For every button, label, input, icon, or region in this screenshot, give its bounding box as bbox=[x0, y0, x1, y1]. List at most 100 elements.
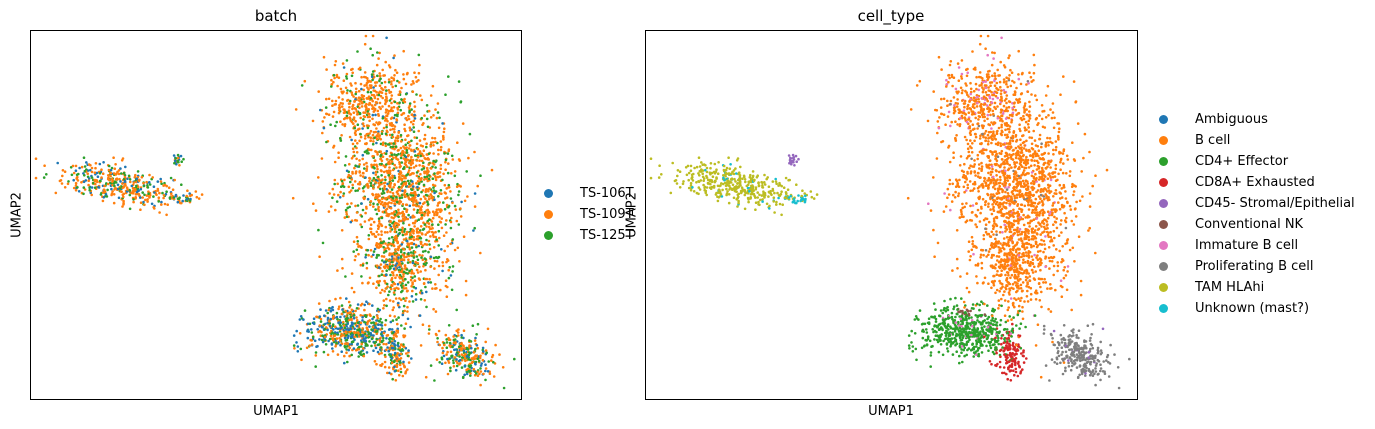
scatter-point bbox=[427, 195, 431, 198]
scatter-point bbox=[420, 213, 424, 217]
scatter-point bbox=[420, 291, 424, 295]
scatter-point bbox=[369, 230, 373, 234]
scatter-point bbox=[439, 167, 443, 171]
scatter-point bbox=[331, 104, 334, 107]
scatter-point bbox=[362, 190, 365, 193]
scatter-point bbox=[385, 108, 389, 112]
scatter-point bbox=[405, 118, 409, 122]
scatter-point bbox=[405, 230, 409, 234]
scatter-point bbox=[984, 230, 988, 234]
scatter-point bbox=[361, 122, 365, 125]
scatter-point bbox=[437, 126, 441, 130]
scatter-point bbox=[348, 99, 352, 103]
scatter-point bbox=[363, 137, 367, 140]
scatter-point bbox=[815, 193, 819, 196]
scatter-point bbox=[371, 337, 374, 340]
scatter-point bbox=[369, 96, 373, 100]
scatter-point bbox=[457, 80, 461, 83]
scatter-point bbox=[404, 129, 407, 133]
scatter-point bbox=[128, 207, 132, 211]
scatter-point bbox=[413, 275, 417, 278]
scatter-point bbox=[453, 174, 457, 178]
scatter-point bbox=[394, 264, 397, 267]
scatter-point bbox=[444, 197, 447, 200]
scatter-point bbox=[438, 343, 442, 347]
scatter-point bbox=[329, 309, 333, 313]
scatter-point bbox=[336, 269, 339, 272]
scatter-point bbox=[385, 207, 389, 211]
scatter-point bbox=[342, 324, 346, 327]
scatter-point bbox=[379, 74, 382, 78]
scatter-point bbox=[417, 129, 421, 133]
scatter-point bbox=[386, 112, 390, 115]
scatter-point bbox=[682, 180, 685, 183]
scatter-point bbox=[377, 112, 380, 116]
scatter-point bbox=[408, 204, 412, 208]
scatter-point bbox=[472, 367, 476, 371]
scatter-point bbox=[482, 372, 485, 376]
scatter-point bbox=[1019, 287, 1023, 290]
scatter-point bbox=[443, 183, 447, 187]
scatter-point bbox=[407, 140, 411, 144]
scatter-point bbox=[414, 298, 418, 301]
scatter-point bbox=[393, 147, 396, 151]
scatter-point bbox=[1042, 222, 1046, 225]
scatter-point bbox=[754, 196, 757, 199]
scatter-point bbox=[82, 180, 86, 184]
scatter-point bbox=[392, 142, 396, 145]
scatter-point bbox=[1032, 53, 1036, 57]
scatter-point bbox=[348, 330, 351, 334]
scatter-point bbox=[436, 340, 439, 344]
scatter-point bbox=[955, 350, 958, 354]
scatter-point bbox=[381, 96, 385, 100]
scatter-point bbox=[428, 243, 431, 246]
scatter-point bbox=[410, 295, 414, 298]
scatter-point bbox=[372, 232, 376, 236]
scatter-point bbox=[365, 300, 368, 304]
scatter-point bbox=[408, 269, 411, 273]
scatter-point bbox=[400, 186, 403, 189]
scatter-point bbox=[344, 309, 348, 313]
scatter-point bbox=[436, 337, 439, 340]
scatter-point bbox=[404, 163, 408, 167]
scatter-point bbox=[389, 287, 393, 291]
scatter-point bbox=[1023, 173, 1027, 177]
scatter-point bbox=[93, 186, 97, 189]
scatter-point bbox=[1009, 276, 1012, 280]
scatter-point bbox=[416, 208, 420, 212]
scatter-point bbox=[406, 154, 410, 158]
scatter-point bbox=[404, 287, 408, 290]
scatter-point bbox=[1012, 180, 1015, 183]
scatter-point bbox=[365, 351, 369, 354]
scatter-point bbox=[992, 233, 995, 236]
scatter-point bbox=[363, 185, 366, 188]
scatter-point bbox=[405, 146, 408, 149]
scatter-point bbox=[352, 314, 356, 317]
scatter-point bbox=[350, 157, 354, 160]
scatter-point bbox=[400, 269, 404, 272]
scatter-point bbox=[456, 246, 460, 250]
scatter-point bbox=[422, 183, 426, 187]
scatter-point bbox=[459, 358, 462, 362]
scatter-point bbox=[1017, 77, 1021, 81]
scatter-point bbox=[412, 203, 415, 207]
scatter-point bbox=[117, 172, 121, 176]
scatter-point bbox=[970, 219, 974, 222]
scatter-point bbox=[328, 324, 332, 328]
scatter-point bbox=[392, 77, 396, 80]
scatter-point bbox=[347, 328, 351, 332]
scatter-point bbox=[374, 173, 378, 176]
scatter-point bbox=[390, 201, 393, 205]
scatter-point bbox=[397, 180, 400, 183]
scatter-point bbox=[1063, 341, 1067, 345]
scatter-point bbox=[433, 259, 437, 263]
scatter-point bbox=[408, 182, 411, 185]
scatter-point bbox=[402, 364, 406, 368]
scatter-point bbox=[450, 354, 454, 358]
scatter-point bbox=[398, 178, 401, 181]
scatter-point bbox=[370, 93, 374, 97]
scatter-point bbox=[948, 178, 952, 182]
scatter-point bbox=[421, 254, 424, 257]
scatter-point bbox=[363, 71, 367, 74]
scatter-point bbox=[767, 185, 771, 188]
